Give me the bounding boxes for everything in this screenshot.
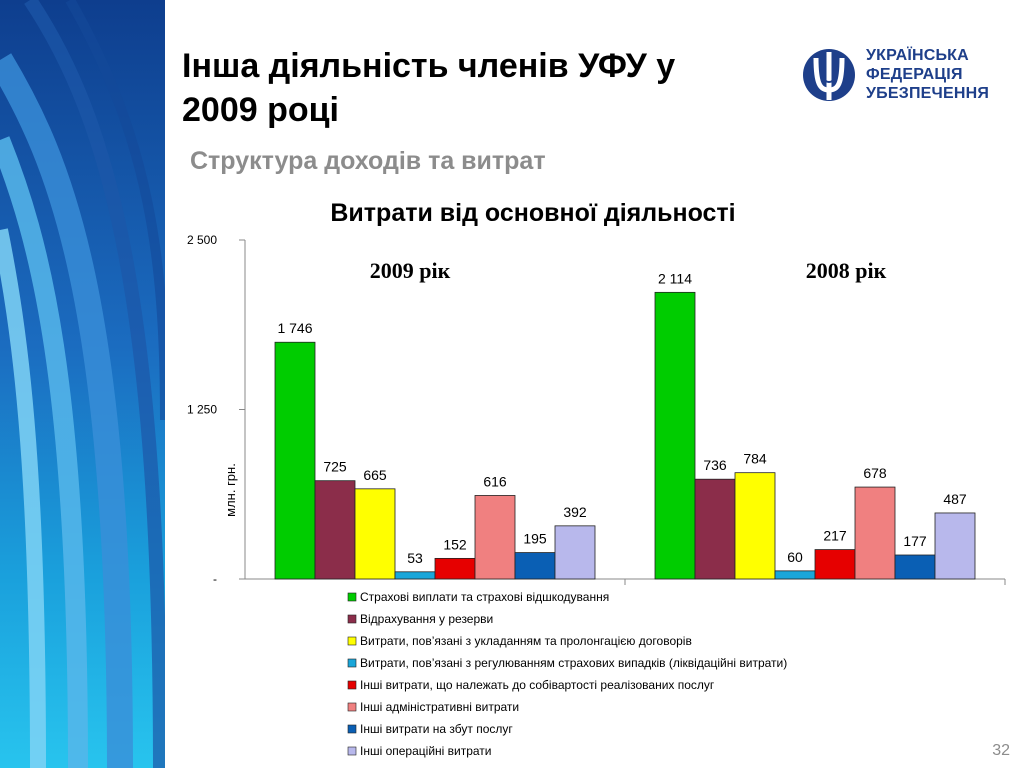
bar-2008-series-7 <box>894 554 936 580</box>
data-label-2008-series-5: 217 <box>823 528 847 544</box>
page-title: Інша діяльність членів УФУ у 2009 році <box>182 44 742 132</box>
legend-label-2: Відрахування у резерви <box>360 612 493 626</box>
bar-2009-series-2 <box>314 480 356 580</box>
legend-swatch-2 <box>347 614 357 624</box>
legend-label-5: Інші витрати, що належать до собівартост… <box>360 678 715 692</box>
bar-2009-series-5 <box>434 557 476 580</box>
data-label-2008-series-6: 678 <box>863 465 887 481</box>
bar-2008-series-2 <box>694 478 736 580</box>
legend-swatch-3 <box>347 636 357 646</box>
data-label-2009-series-2: 725 <box>323 459 347 475</box>
legend-label-3: Витрати, пов’язані з укладанням та проло… <box>360 634 692 648</box>
y-axis-label: млн. грн. <box>223 463 238 517</box>
data-label-2008-series-7: 177 <box>903 533 927 549</box>
logo-text: УКРАЇНСЬКА ФЕДЕРАЦІЯ УБЕЗПЕЧЕННЯ <box>866 46 989 103</box>
data-label-2009-series-8: 392 <box>563 504 587 520</box>
y-tick-label: - <box>213 572 217 586</box>
data-label-2008-series-4: 60 <box>787 549 803 565</box>
legend-label-7: Інші витрати на збут послуг <box>360 722 513 736</box>
data-label-2008-series-8: 487 <box>943 491 967 507</box>
logo-text-line-1: УКРАЇНСЬКА <box>866 47 969 64</box>
bar-2008-series-5 <box>814 549 856 580</box>
group-label-1: 2009 рік <box>370 258 451 283</box>
page-title-line-2: 2009 році <box>182 91 339 129</box>
y-tick-label: 2 500 <box>187 233 217 247</box>
group-label-2: 2008 рік <box>806 258 887 283</box>
data-label-2008-series-1: 2 114 <box>658 270 692 286</box>
data-label-2008-series-3: 784 <box>743 451 767 467</box>
legend-label-6: Інші адміністративні витрати <box>360 700 519 714</box>
page-number: 32 <box>992 742 1010 759</box>
decorative-side-stripes <box>0 0 165 768</box>
data-label-2009-series-6: 616 <box>483 473 507 489</box>
bar-2008-series-3 <box>734 472 776 580</box>
chart-title: Витрати від основної діяльності <box>330 199 735 227</box>
data-label-2009-series-1: 1 746 <box>277 320 312 336</box>
data-label-2009-series-4: 53 <box>407 550 423 566</box>
bar-2008-series-1 <box>654 291 696 580</box>
legend-label-8: Інші операційні витрати <box>360 744 492 758</box>
expenses-bar-chart: Витрати від основної діяльності - 1 250 2 … <box>187 199 1006 758</box>
data-label-2008-series-2: 736 <box>703 457 727 473</box>
data-label-2009-series-3: 665 <box>363 467 387 483</box>
bar-2008-series-8 <box>934 512 976 580</box>
legend-swatch-4 <box>347 658 357 668</box>
logo-text-line-3: УБЕЗПЕЧЕННЯ <box>866 85 990 102</box>
ufu-logo-icon <box>803 49 855 101</box>
legend-swatch-7 <box>347 724 357 734</box>
logo-text-line-2: ФЕДЕРАЦІЯ <box>866 66 963 83</box>
legend-swatch-1 <box>347 592 357 602</box>
bar-2009-series-4 <box>394 571 436 580</box>
legend-swatch-8 <box>347 746 357 756</box>
data-label-2009-series-7: 195 <box>523 531 547 547</box>
page-title-line-1: Інша діяльність членів УФУ у <box>182 47 676 85</box>
bar-2009-series-6 <box>474 495 516 580</box>
data-label-2009-series-5: 152 <box>443 536 467 552</box>
y-tick-label: 1 250 <box>187 403 217 417</box>
bar-2008-series-6 <box>854 486 896 580</box>
legend-label-4: Витрати, пов’язані з регулюванням страхо… <box>360 656 787 670</box>
bar-2009-series-8 <box>554 525 596 580</box>
legend-swatch-5 <box>347 680 357 690</box>
bar-2008-series-4 <box>774 570 816 580</box>
page-subtitle: Структура доходів та витрат <box>190 147 546 175</box>
bar-2009-series-7 <box>514 552 556 580</box>
legend-label-1: Страхові виплати та страхові відшкодуван… <box>360 590 609 604</box>
bar-2009-series-3 <box>354 488 396 580</box>
bar-2009-series-1 <box>274 341 316 580</box>
legend-swatch-6 <box>347 702 357 712</box>
